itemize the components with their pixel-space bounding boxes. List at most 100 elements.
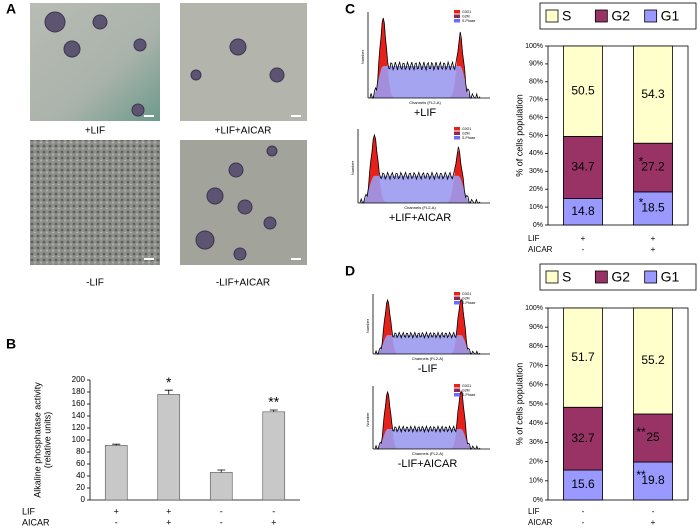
significance-mark: ** [636, 425, 646, 439]
y-tick-label: 100% [525, 43, 543, 50]
y-axis-label: (relative units) [42, 412, 52, 469]
flow-legend-label: S-Phase [462, 301, 475, 305]
flow-legend-swatch [454, 19, 460, 23]
flow-legend-swatch [454, 393, 460, 397]
flow-legend-swatch [454, 384, 460, 388]
y-tick-label: 60% [529, 114, 543, 121]
flow-legend-label: G2M [462, 296, 470, 300]
panel-label: B [6, 336, 16, 352]
condition-sign: + [651, 245, 656, 254]
flow-y-label: Number [365, 412, 370, 427]
bar [104, 445, 128, 501]
error-bar [217, 469, 226, 473]
flow-y-label: Number [350, 160, 355, 175]
y-tick-label: 30% [529, 439, 543, 446]
bar-segment [563, 406, 604, 471]
y-tick-label: 140 [72, 411, 86, 420]
bar-segment [633, 142, 674, 193]
y-tick-label: 0% [533, 222, 543, 229]
value-label: 54.3 [641, 87, 665, 101]
flow-s-area [375, 429, 480, 449]
value-label: 51.7 [571, 350, 595, 364]
condition-name: LIF [528, 507, 540, 516]
y-axis-label: % of cells population [514, 363, 524, 446]
flow-legend-label: G2M [462, 14, 470, 18]
micrograph-label: -LIF [86, 278, 104, 289]
bar [209, 472, 233, 501]
flow-s-area [360, 175, 480, 203]
flow-x-label: Channels (FL2-A) [412, 356, 444, 361]
value-label: 14.8 [571, 204, 595, 218]
y-tick-label: 20% [529, 458, 543, 465]
legend-swatch [594, 270, 608, 284]
micrographs: +LIF +LIF+AICAR -LIF -LIF+AICAR [30, 3, 307, 289]
bar-segment [633, 413, 674, 463]
legend-label: S [562, 8, 571, 24]
micrograph-label: +LIF [85, 126, 105, 137]
flow-label: +LIF [414, 107, 437, 119]
y-tick-label: 10% [529, 478, 543, 485]
y-tick-label: 30% [529, 168, 543, 175]
flow-legend-label: G0G1 [462, 127, 471, 131]
y-tick-label: 80% [529, 343, 543, 350]
value-label: 25 [646, 430, 660, 444]
y-tick-label: 40% [529, 420, 543, 427]
condition-sign: + [651, 518, 656, 527]
condition-name: LIF [22, 506, 36, 516]
condition-sign: - [652, 507, 655, 516]
panel-label: A [6, 1, 16, 17]
error-bar [269, 409, 278, 412]
flow-legend-swatch [454, 296, 460, 300]
flow-legend-swatch [454, 131, 460, 135]
y-tick-label: 80% [529, 79, 543, 86]
y-tick-label: 40% [529, 150, 543, 157]
bar-segment [563, 198, 604, 226]
flow-legend-label: S-Phase [462, 393, 475, 397]
flow-s-area [370, 66, 480, 98]
flow-legend-swatch [454, 301, 460, 305]
flow-y-label: Number [365, 318, 370, 333]
panel-label: C [345, 1, 355, 17]
legend-frame [539, 263, 697, 291]
value-label: 50.5 [571, 83, 595, 97]
bar-segment [563, 307, 604, 408]
micrograph-label: +LIF+AICAR [215, 126, 272, 137]
legend-swatch [594, 9, 608, 23]
y-tick-label: 0% [533, 497, 543, 504]
significance-mark: ** [268, 394, 279, 410]
condition-sign: + [651, 234, 656, 243]
micrograph [180, 3, 307, 121]
legend-swatch [644, 9, 658, 23]
condition-sign: + [114, 506, 119, 516]
condition-sign: - [220, 506, 223, 516]
condition-sign: - [582, 518, 585, 527]
y-tick-label: 90% [529, 324, 543, 331]
y-axis-label: Alkaline phosphatase activity [32, 382, 42, 498]
y-tick-label: 40 [76, 471, 85, 480]
condition-sign: - [220, 517, 223, 527]
error-bar [112, 443, 121, 446]
flow-label: -LIF [418, 363, 438, 375]
bar-segment [563, 135, 604, 199]
flow-legend-label: G0G1 [462, 10, 471, 14]
flow-legend-swatch [454, 10, 460, 14]
y-tick-label: 90% [529, 61, 543, 68]
y-tick-label: 20% [529, 186, 543, 193]
flow-label: +LIF+AICAR [389, 212, 451, 224]
legend-swatch [545, 270, 559, 284]
bar-segment [563, 469, 604, 501]
y-tick-label: 50% [529, 401, 543, 408]
flow-legend-label: G2M [462, 388, 470, 392]
micrograph [30, 140, 160, 265]
y-tick-label: 70% [529, 362, 543, 369]
condition-name: AICAR [22, 517, 50, 527]
legend-label: G2 [611, 8, 630, 24]
bar-segment [563, 45, 604, 137]
significance-mark: ** [636, 468, 646, 482]
flow-legend-label: G2M [462, 131, 470, 135]
significance-mark: * [639, 196, 644, 210]
flow-legend-swatch [454, 388, 460, 392]
legend-swatch [644, 270, 658, 284]
condition-sign: - [582, 507, 585, 516]
